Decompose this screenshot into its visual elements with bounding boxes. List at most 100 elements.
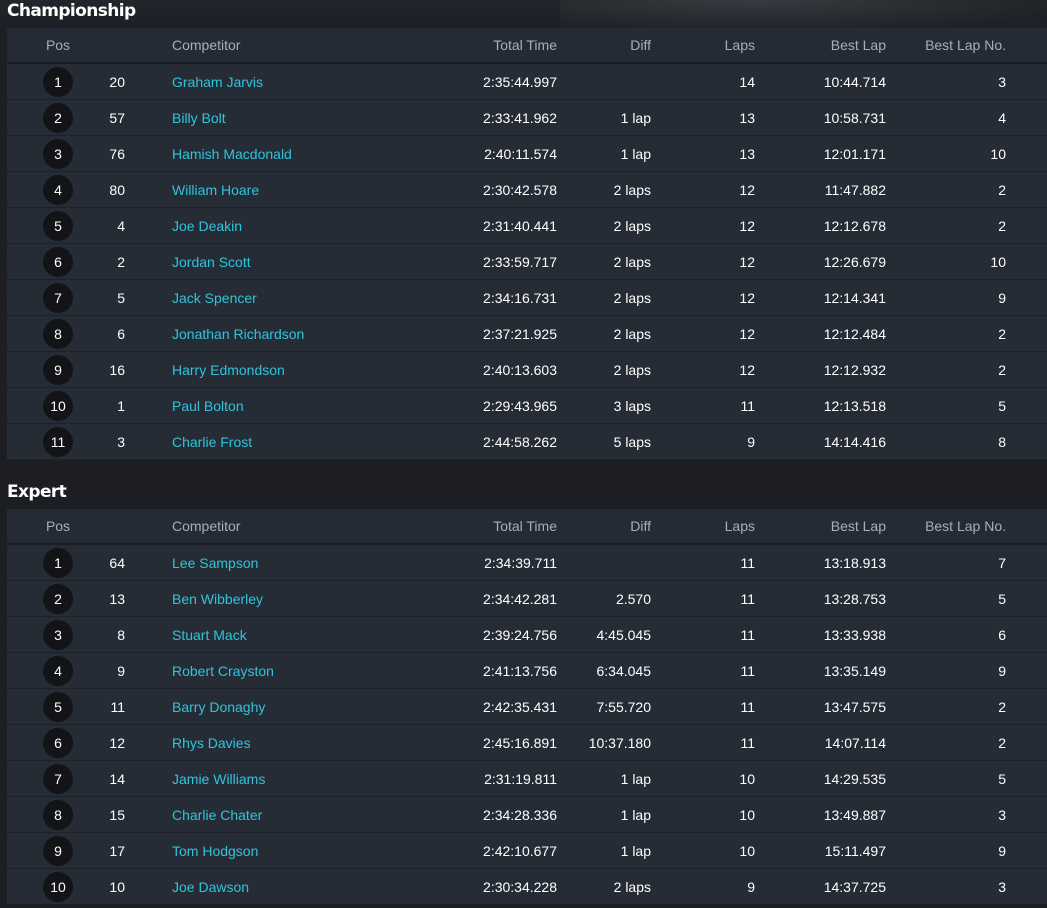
diff: 1 lap [620,145,651,162]
position-badge: 9 [43,835,73,866]
table-row: 6 2 Jordan Scott 2:33:59.717 2 laps 12 12:26.6… [7,244,1047,280]
position-cell: 8 [43,316,73,351]
competitor-link[interactable]: Paul Bolton [172,397,244,414]
race-number: 20 [109,73,125,90]
total-time: 2:31:40.441 [483,217,557,234]
race-number: 17 [109,842,125,859]
laps: 12 [739,325,755,342]
results-table: Pos Competitor Total Time Diff Laps Best… [7,28,1047,460]
diff: 4:45.045 [596,626,652,643]
competitor-link[interactable]: Joe Dawson [172,878,250,895]
total-time: 2:34:39.711 [484,554,557,571]
competitor-link[interactable]: Graham Jarvis [172,73,264,90]
header-background-art [560,0,1047,30]
race-number: 6 [117,325,125,342]
laps: 10 [739,770,755,787]
total-time: 2:42:10.677 [483,842,557,859]
competitor-cell: Charlie Chater [172,797,432,832]
best-lap-no: 5 [998,397,1006,414]
best-lap-no: 7 [998,554,1006,571]
total-time: 2:29:43.965 [483,397,557,414]
position-cell: 3 [43,617,73,652]
diff: 2 laps [613,361,651,378]
diff: 2.570 [615,590,651,607]
diff: 1 lap [620,770,651,787]
competitor-link[interactable]: Charlie Chater [172,806,263,823]
laps: 12 [739,253,755,270]
diff: 2 laps [613,878,651,895]
table-row: 4 80 William Hoare 2:30:42.578 2 laps 12 11:47… [7,172,1047,208]
competitor-link[interactable]: Stuart Mack [172,626,247,643]
competitor-link[interactable]: Harry Edmondson [172,361,285,378]
total-time: 2:30:34.228 [483,878,557,895]
laps: 11 [740,590,755,607]
competitor-link[interactable]: Charlie Frost [172,433,253,450]
competitor-link[interactable]: Rhys Davies [172,734,251,751]
best-lap: 12:12.484 [823,325,886,342]
position-badge: 3 [43,619,73,650]
competitor-cell: Jack Spencer [172,280,432,315]
header-pos: Pos [45,37,71,53]
laps: 11 [740,662,755,679]
race-number: 14 [109,770,125,787]
competitor-link[interactable]: William Hoare [172,181,260,198]
table-header: Pos Competitor Total Time Diff Laps Best… [7,28,1047,64]
position-cell: 2 [43,100,73,135]
race-number: 8 [117,626,125,643]
best-lap: 13:35.149 [823,662,886,679]
section-title: Championship [7,1,136,21]
competitor-link[interactable]: Tom Hodgson [172,842,259,859]
laps: 9 [747,433,755,450]
competitor-link[interactable]: Hamish Macdonald [172,145,292,162]
race-number: 9 [117,662,125,679]
competitor-cell: Tom Hodgson [172,833,432,868]
best-lap-no: 2 [998,181,1006,198]
header-diff: Diff [630,518,651,534]
race-number: 2 [117,253,125,270]
diff: 2 laps [613,253,651,270]
competitor-link[interactable]: Barry Donaghy [172,698,266,715]
table-row: 10 10 Joe Dawson 2:30:34.228 2 laps 9 14:37.72… [7,869,1047,905]
table-row: 3 8 Stuart Mack 2:39:24.756 4:45.045 11 13:33.… [7,617,1047,653]
position-cell: 2 [43,581,73,616]
laps: 13 [739,109,755,126]
competitor-cell: Barry Donaghy [172,689,432,724]
best-lap: 13:49.887 [823,806,886,823]
competitor-link[interactable]: Robert Crayston [172,662,274,679]
best-lap: 10:58.731 [823,109,886,126]
laps: 9 [747,878,755,895]
best-lap: 14:07.114 [824,734,886,751]
competitor-link[interactable]: Jordan Scott [172,253,251,270]
best-lap-no: 9 [998,662,1006,679]
race-number: 16 [109,361,125,378]
competitor-link[interactable]: Joe Deakin [172,217,243,234]
best-lap: 13:18.913 [823,554,886,571]
position-badge: 4 [43,655,73,686]
competitor-link[interactable]: Jamie Williams [172,770,266,787]
diff: 1 lap [620,109,651,126]
laps: 14 [739,73,755,90]
competitor-cell: Jonathan Richardson [172,316,432,351]
laps: 12 [739,361,755,378]
best-lap-no: 5 [998,590,1006,607]
competitor-link[interactable]: Jack Spencer [172,289,257,306]
race-number: 13 [109,590,125,607]
competitor-link[interactable]: Ben Wibberley [172,590,264,607]
total-time: 2:42:35.431 [483,698,557,715]
competitor-link[interactable]: Jonathan Richardson [172,325,305,342]
competitor-cell: Charlie Frost [172,424,432,459]
header-best-lap-no: Best Lap No. [925,37,1006,53]
competitor-link[interactable]: Billy Bolt [172,109,226,126]
position-badge: 8 [43,318,73,349]
position-badge: 7 [43,763,73,794]
best-lap-no: 8 [998,433,1006,450]
total-time: 2:31:19.811 [484,770,557,787]
competitor-link[interactable]: Lee Sampson [172,554,259,571]
total-time: 2:30:42.578 [483,181,557,198]
position-badge: 1 [43,547,73,578]
header-diff: Diff [630,37,651,53]
header-competitor: Competitor [172,518,241,534]
best-lap: 12:12.932 [823,361,886,378]
position-cell: 8 [43,797,73,832]
